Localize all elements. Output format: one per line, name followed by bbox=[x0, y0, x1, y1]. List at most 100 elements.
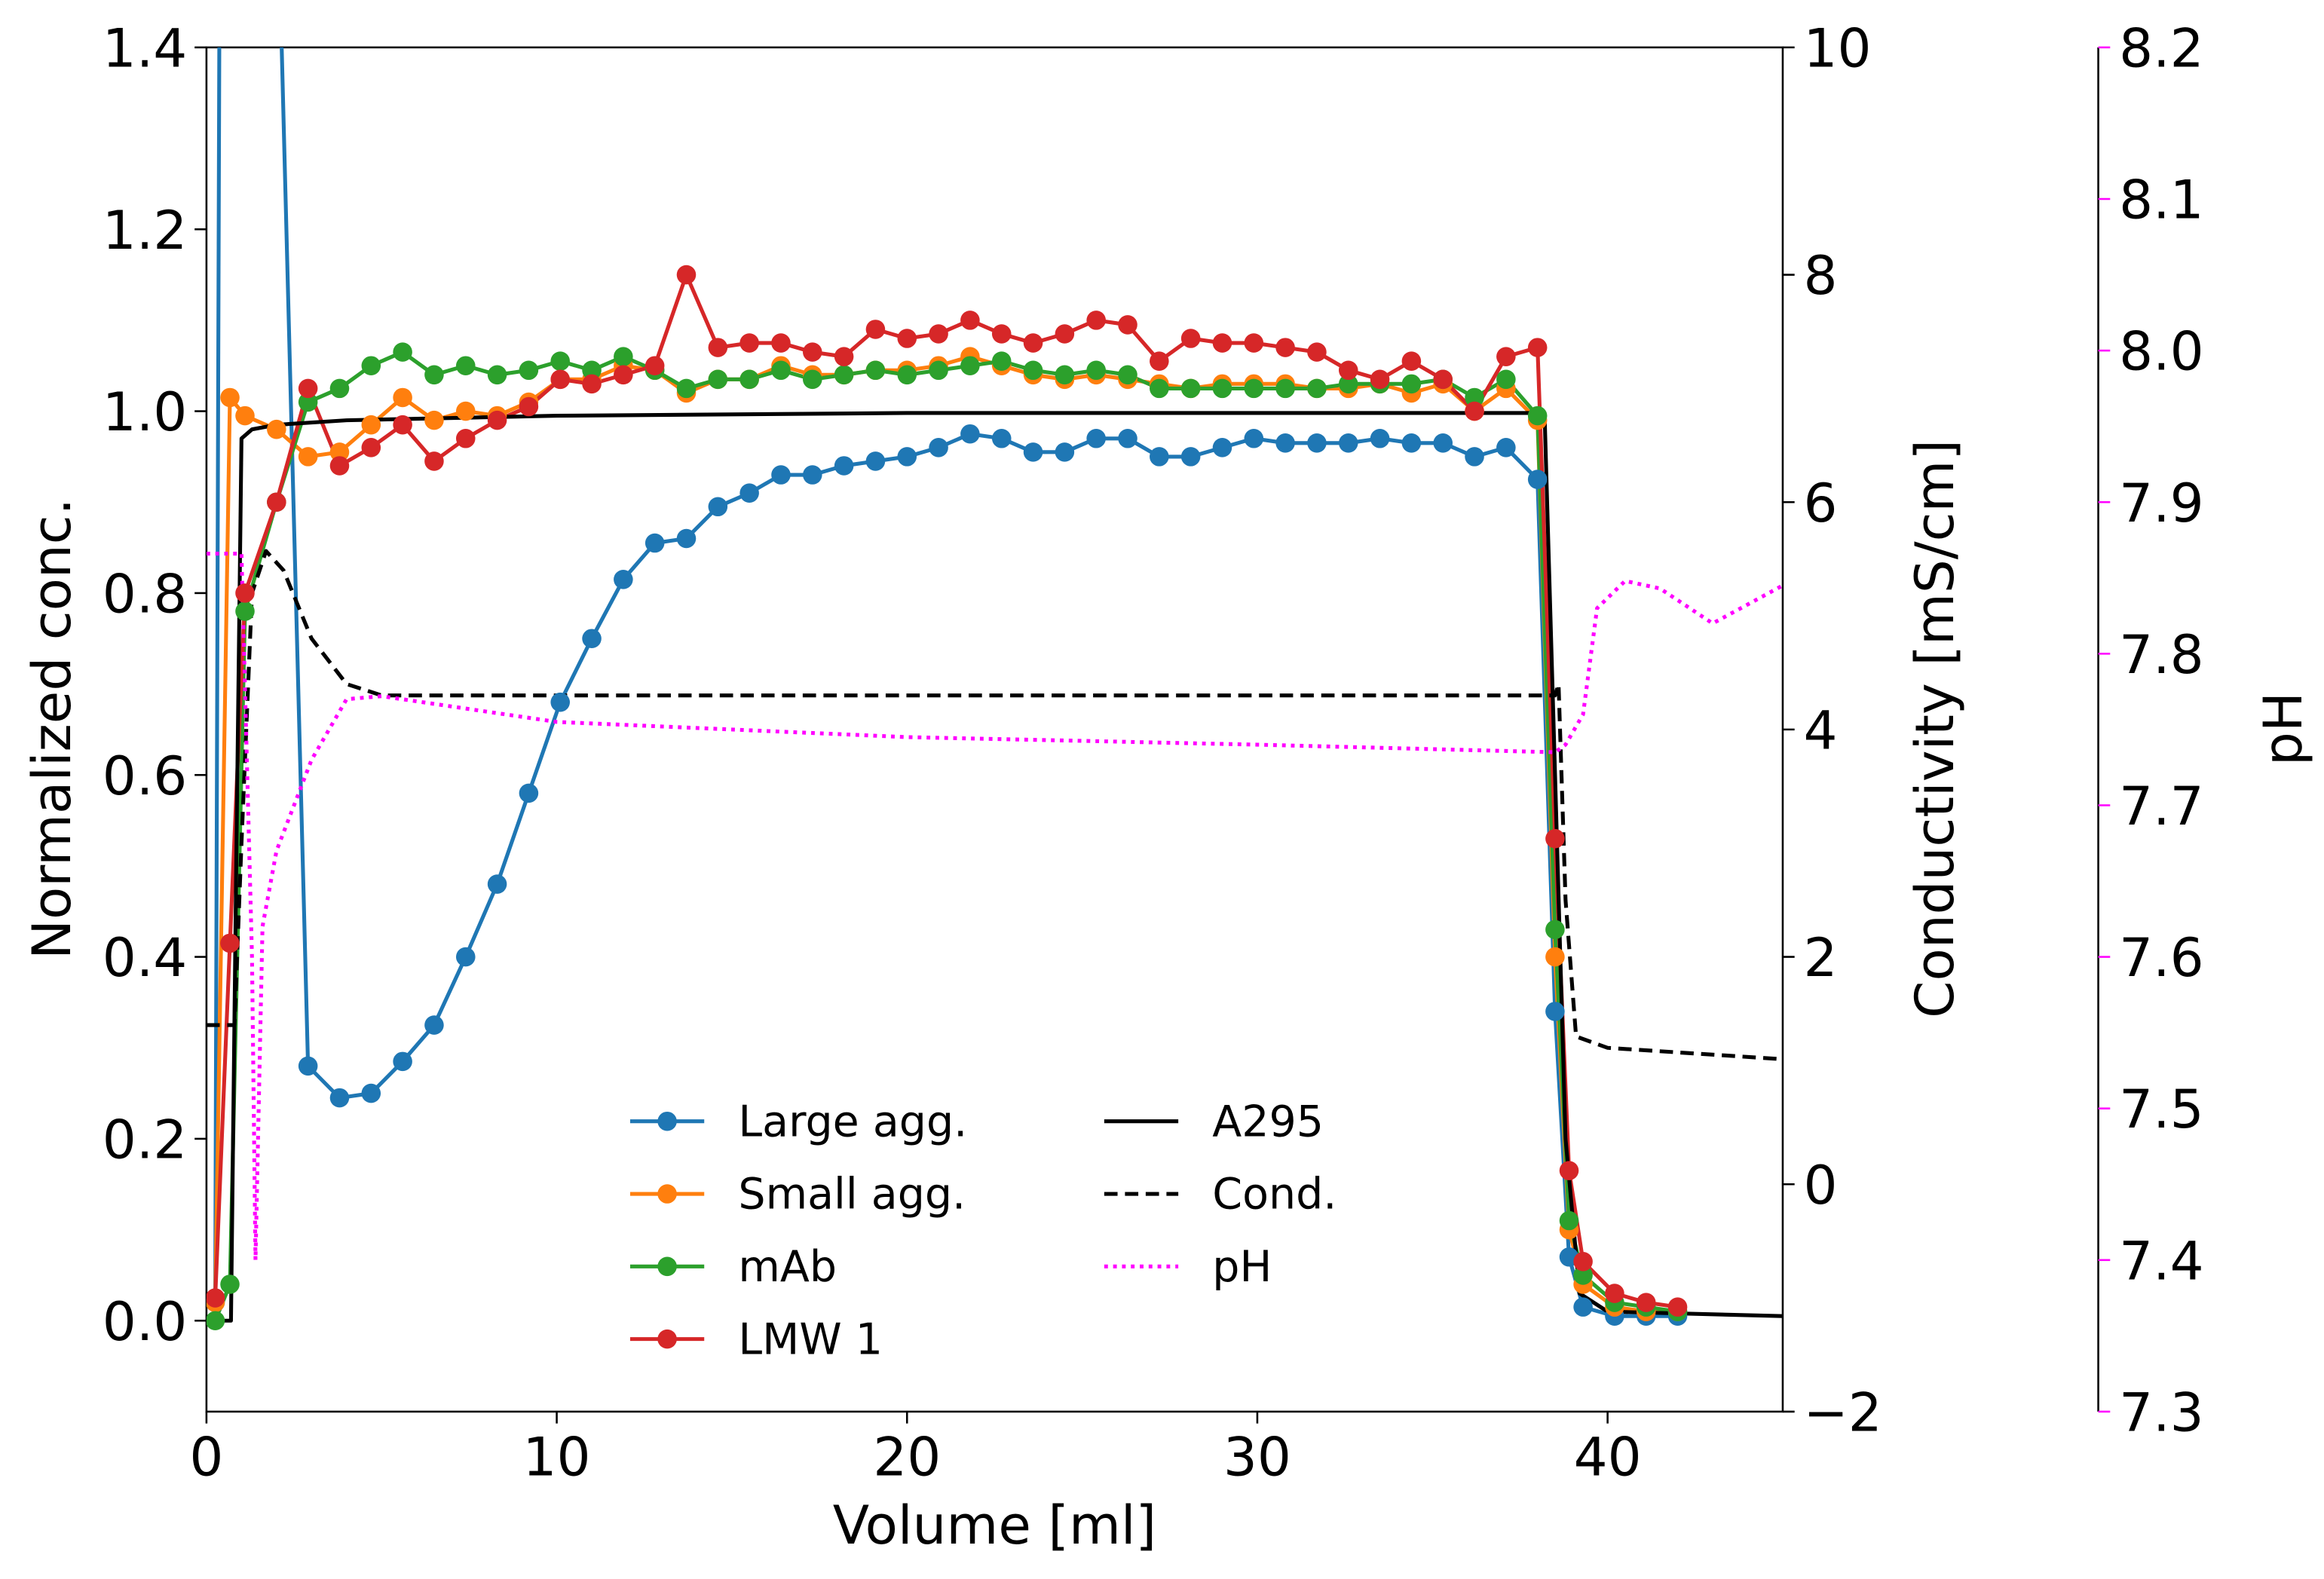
data-point bbox=[1244, 378, 1264, 399]
y3-tick-label: 7.6 bbox=[2119, 926, 2204, 989]
data-point bbox=[897, 329, 917, 348]
data-point bbox=[1573, 1252, 1593, 1271]
data-point bbox=[1401, 433, 1422, 453]
data-point bbox=[1118, 428, 1138, 448]
data-point bbox=[1636, 1293, 1656, 1312]
data-point bbox=[1370, 428, 1390, 448]
data-point bbox=[220, 387, 240, 408]
legend-marker bbox=[657, 1184, 677, 1204]
data-point bbox=[424, 365, 444, 385]
data-point bbox=[361, 438, 381, 457]
legend-label: LMW 1 bbox=[738, 1314, 883, 1364]
series-line bbox=[206, 552, 1783, 1262]
legend-marker bbox=[657, 1256, 677, 1277]
x-tick-label: 10 bbox=[523, 1425, 591, 1488]
data-point bbox=[1545, 947, 1565, 967]
y3-tick-label: 7.4 bbox=[2119, 1229, 2204, 1292]
data-point bbox=[929, 438, 948, 457]
data-point bbox=[1180, 329, 1201, 348]
data-point bbox=[361, 1083, 381, 1103]
data-point bbox=[803, 369, 822, 390]
data-point bbox=[455, 428, 476, 448]
data-point bbox=[739, 369, 759, 390]
data-point bbox=[1496, 369, 1516, 390]
data-point bbox=[487, 874, 507, 894]
x-axis-label: Volume [ml] bbox=[833, 1494, 1156, 1556]
y-axis-label: Normalized conc. bbox=[20, 498, 83, 959]
x-tick-label: 20 bbox=[873, 1425, 941, 1488]
y3-tick-label: 8.1 bbox=[2119, 169, 2204, 231]
data-point bbox=[1496, 438, 1516, 457]
data-point bbox=[329, 442, 350, 462]
data-point bbox=[235, 405, 255, 426]
data-point bbox=[865, 320, 886, 339]
data-point bbox=[803, 342, 822, 362]
data-point bbox=[1307, 378, 1327, 399]
data-point bbox=[1055, 324, 1075, 344]
data-point bbox=[708, 497, 728, 517]
y2-tick-label: 6 bbox=[1803, 472, 1837, 534]
x-tick-label: 30 bbox=[1223, 1425, 1291, 1488]
legend-label: Large agg. bbox=[738, 1097, 967, 1146]
data-point bbox=[1150, 378, 1169, 399]
data-point bbox=[220, 1275, 240, 1294]
legend-label: A295 bbox=[1212, 1097, 1324, 1146]
data-point bbox=[424, 410, 444, 430]
y2-tick-label: 0 bbox=[1803, 1154, 1837, 1216]
data-point bbox=[708, 369, 728, 390]
data-point bbox=[991, 324, 1012, 344]
data-point bbox=[267, 492, 286, 513]
data-point bbox=[803, 465, 822, 485]
y-tick-label: 0.8 bbox=[103, 562, 188, 625]
data-point bbox=[1275, 378, 1295, 399]
legend-label: pH bbox=[1212, 1242, 1272, 1292]
data-point bbox=[1150, 447, 1169, 467]
x-tick-label: 0 bbox=[189, 1425, 223, 1488]
data-point bbox=[1559, 1210, 1579, 1231]
data-point bbox=[865, 360, 886, 381]
data-point bbox=[1086, 428, 1106, 448]
series-line bbox=[213, 354, 1678, 1314]
data-point bbox=[519, 360, 539, 381]
data-point bbox=[361, 356, 381, 376]
data-point bbox=[1573, 1297, 1593, 1317]
data-point bbox=[267, 419, 286, 439]
data-point bbox=[1545, 828, 1565, 849]
data-point bbox=[1338, 360, 1358, 381]
data-point bbox=[582, 360, 602, 381]
data-point bbox=[550, 369, 570, 390]
data-point bbox=[487, 410, 507, 430]
data-point bbox=[834, 365, 854, 385]
data-point bbox=[929, 360, 948, 381]
data-point bbox=[361, 415, 381, 435]
data-point bbox=[220, 933, 240, 953]
data-point bbox=[614, 347, 633, 366]
data-point bbox=[1307, 433, 1327, 453]
data-point bbox=[1465, 401, 1484, 421]
series-line bbox=[213, 411, 1783, 1323]
data-point bbox=[550, 692, 570, 712]
data-point bbox=[865, 451, 886, 471]
y2-tick-label: 4 bbox=[1803, 699, 1837, 761]
y3-tick-label: 8.0 bbox=[2119, 320, 2204, 383]
data-point bbox=[1023, 333, 1043, 353]
data-point bbox=[1086, 311, 1106, 330]
data-point bbox=[455, 401, 476, 421]
data-point bbox=[960, 311, 980, 330]
data-point bbox=[1605, 1284, 1624, 1303]
y2-tick-label: 10 bbox=[1803, 17, 1871, 79]
data-point bbox=[1370, 369, 1390, 390]
data-point bbox=[582, 374, 602, 394]
y2-tick-label: 2 bbox=[1803, 926, 1837, 989]
markers bbox=[206, 265, 1688, 1331]
y2-tick-label: −2 bbox=[1803, 1381, 1882, 1443]
data-point bbox=[1118, 365, 1138, 385]
data-point bbox=[676, 378, 697, 399]
data-point bbox=[487, 365, 507, 385]
data-point bbox=[329, 456, 350, 476]
data-point bbox=[1573, 1265, 1593, 1285]
legend-marker bbox=[657, 1111, 677, 1131]
data-point bbox=[645, 356, 665, 376]
legend-label: Cond. bbox=[1212, 1170, 1337, 1219]
data-point bbox=[298, 392, 318, 412]
